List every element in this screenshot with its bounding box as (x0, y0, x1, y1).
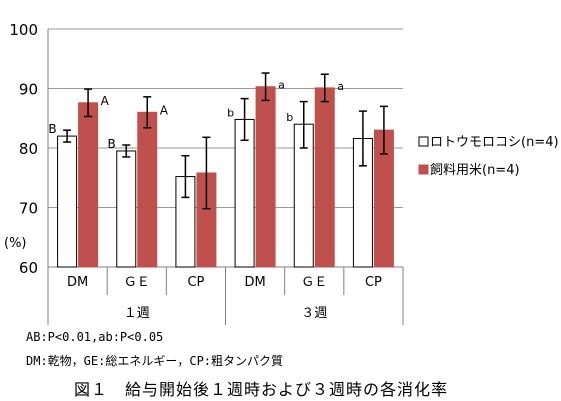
significance-label: b (286, 111, 293, 124)
legend-label-feed-rice: 飼料用米(n=4) (430, 163, 520, 178)
bars (57, 86, 394, 268)
significance-label: B (108, 137, 116, 151)
legend-swatch-feed-rice (418, 164, 429, 175)
bar-corn (116, 150, 137, 268)
significance-label: b (227, 106, 234, 119)
significance-note: AB:P<0.01,ab:P<0.05 (26, 330, 164, 344)
significance-labels: B Bb b A Aa a (48, 79, 344, 151)
x-group-label: １週 (124, 306, 150, 321)
x-group-labels: １週 ３週 (124, 306, 328, 321)
digestibility-bar-chart: 60 70 80 90 100 B Bb b A Aa a DM ＧＥ CP DM ＧＥ CP １週 ３週 ロ… (4, 21, 559, 325)
x-category-label: DM (67, 275, 88, 290)
axes (47, 29, 404, 325)
legend-label-corn: ロトウモロコシ(n=4) (430, 135, 559, 150)
figure-caption: 図１ 給与開始後１週時および３週時の各消化率 (74, 380, 449, 399)
x-category-label: ＧＥ (301, 275, 327, 290)
gridlines (48, 28, 403, 208)
legend-swatch-corn (418, 136, 429, 147)
x-category-labels: DM ＧＥ CP DM ＧＥ CP (67, 275, 382, 290)
bar-feed-rice (78, 102, 99, 268)
x-category-label: ＧＥ (124, 275, 150, 290)
y-tick-label: 70 (19, 200, 38, 218)
significance-label: B (48, 122, 56, 136)
y-tick-label: 100 (9, 21, 38, 39)
legend: ロトウモロコシ(n=4) 飼料用米(n=4) (418, 135, 559, 178)
x-category-label: CP (365, 275, 382, 290)
bar-corn (57, 135, 78, 268)
y-axis-label: (%) (4, 236, 27, 251)
bar-feed-rice (255, 86, 276, 268)
y-tick-labels: 60 70 80 90 100 (9, 21, 38, 277)
x-category-label: DM (244, 275, 265, 290)
bar-corn (234, 118, 255, 268)
bar-feed-rice (137, 111, 158, 268)
bar-feed-rice (314, 87, 335, 268)
x-category-label: CP (187, 275, 204, 290)
significance-label: A (160, 103, 169, 117)
y-tick-label: 90 (19, 81, 38, 99)
y-tick-label: 80 (19, 140, 38, 158)
significance-label: A (101, 94, 110, 108)
error-bars (63, 72, 388, 210)
x-group-label: ３週 (301, 306, 327, 321)
significance-label: a (337, 80, 344, 93)
significance-label: a (278, 79, 285, 92)
abbreviation-note: DM:乾物，GE:総エネルギー，CP:粗タンパク質 (26, 354, 284, 368)
y-tick-label: 60 (19, 259, 38, 277)
